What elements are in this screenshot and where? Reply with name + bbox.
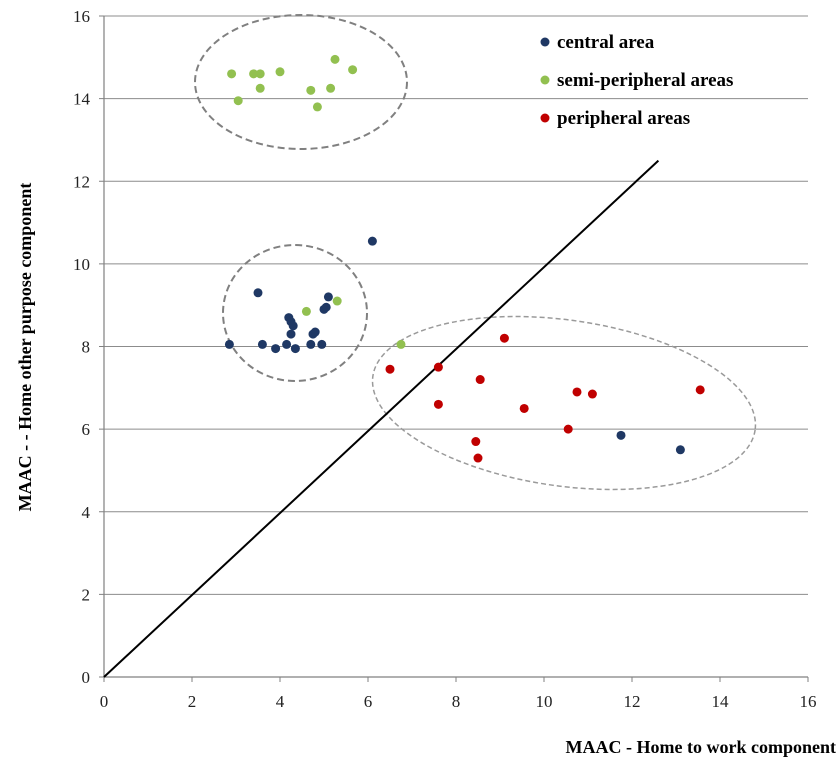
point-series0-19 (675, 445, 685, 455)
point-series0-0 (224, 339, 234, 349)
legend: central area semi-peripheral areas periphe… (540, 32, 733, 129)
legend-label-2: peripheral areas (557, 108, 690, 129)
legend-label-0: central area (557, 32, 655, 53)
point-series2-10 (587, 389, 597, 399)
cluster-ellipse-middle (222, 244, 368, 382)
point-series1-3 (255, 69, 265, 79)
x-tick-label-4: 4 (276, 692, 285, 711)
x-tick-label-12: 12 (624, 692, 641, 711)
x-tick-label-6: 6 (364, 692, 373, 711)
point-series1-4 (255, 83, 265, 93)
x-tick-label-2: 2 (188, 692, 197, 711)
reference-line (103, 159, 660, 678)
point-series2-11 (695, 385, 705, 395)
point-series0-1 (253, 288, 263, 298)
point-series0-3 (271, 344, 281, 354)
y-tick-label-4: 4 (82, 503, 91, 522)
point-series0-2 (257, 339, 267, 349)
y-tick-label-14: 14 (73, 90, 91, 109)
cluster-ellipse-top (194, 14, 408, 150)
point-series2-8 (563, 424, 573, 434)
cluster-ellipses (194, 14, 757, 491)
point-series0-15 (321, 302, 331, 312)
point-series1-1 (233, 96, 243, 106)
point-series1-2 (249, 69, 259, 79)
data-points (224, 54, 705, 463)
legend-marker-0 (540, 37, 550, 47)
y-tick-label-12: 12 (73, 172, 90, 191)
point-series1-7 (312, 102, 322, 112)
x-axis-title: MAAC - Home to work component (566, 737, 836, 757)
point-series2-1 (433, 362, 443, 372)
y-tick-label-8: 8 (82, 338, 91, 357)
x-tick-label-0: 0 (100, 692, 109, 711)
point-series1-12 (332, 296, 342, 306)
y-axis-title: MAAC - - Home other purpose component (15, 183, 35, 512)
point-series0-10 (306, 339, 316, 349)
point-series0-12 (310, 327, 320, 337)
point-series1-10 (348, 65, 358, 75)
point-series0-17 (367, 236, 377, 246)
point-series2-5 (475, 375, 485, 385)
point-series1-9 (330, 54, 340, 64)
point-series1-5 (275, 67, 285, 77)
point-series0-13 (317, 339, 327, 349)
point-series0-7 (288, 321, 298, 331)
point-series2-7 (519, 403, 529, 413)
point-series2-4 (473, 453, 483, 463)
point-series2-9 (572, 387, 582, 397)
y-tick-label-6: 6 (82, 420, 91, 439)
point-series1-6 (306, 85, 316, 95)
point-series0-4 (282, 339, 292, 349)
y-tick-label-16: 16 (73, 7, 90, 26)
axes (99, 15, 809, 682)
cluster-ellipse-right (371, 315, 757, 491)
tick-labels: 0 2 4 6 8 10 12 14 16 0 2 4 6 8 10 12 14 16 (73, 7, 817, 711)
point-series1-8 (326, 83, 336, 93)
x-tick-label-14: 14 (712, 692, 730, 711)
point-series0-8 (286, 329, 296, 339)
point-series2-0 (385, 364, 395, 374)
legend-marker-2 (540, 113, 550, 123)
diagonal-reference-line (103, 159, 660, 678)
point-series0-9 (290, 344, 300, 354)
y-tick-label-2: 2 (82, 585, 91, 604)
gridlines (104, 15, 808, 595)
point-series2-2 (433, 399, 443, 409)
y-tick-label-0: 0 (82, 668, 91, 687)
point-series1-11 (301, 306, 311, 316)
x-tick-label-16: 16 (800, 692, 817, 711)
point-series0-18 (616, 430, 626, 440)
point-series2-6 (499, 333, 509, 343)
x-tick-label-8: 8 (452, 692, 461, 711)
point-series1-13 (396, 339, 406, 349)
y-tick-label-10: 10 (73, 255, 90, 274)
legend-marker-1 (540, 75, 550, 85)
point-series2-3 (471, 437, 481, 447)
x-tick-label-10: 10 (536, 692, 553, 711)
point-series1-0 (227, 69, 237, 79)
point-series0-16 (323, 292, 333, 302)
legend-label-1: semi-peripheral areas (557, 70, 733, 91)
